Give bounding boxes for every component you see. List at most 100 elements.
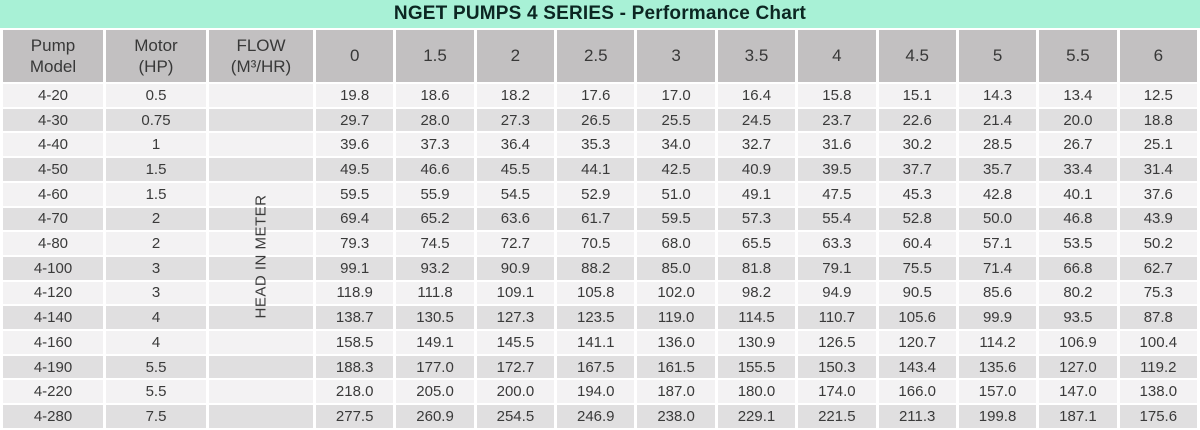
head-value-cell: 50.2	[1119, 232, 1197, 255]
head-value-cell: 44.1	[557, 158, 635, 181]
head-value-cell: 33.4	[1039, 158, 1117, 181]
head-value-cell: 141.1	[557, 331, 635, 354]
head-value-cell: 69.4	[316, 207, 394, 231]
column-header-flow-1-5: 1.5	[396, 30, 474, 82]
head-value-cell: 246.9	[557, 405, 635, 428]
head-value-cell: 147.0	[1039, 380, 1117, 404]
pump-model-cell: 4-60	[3, 182, 103, 206]
head-value-cell: 172.7	[476, 355, 555, 379]
head-value-cell: 238.0	[637, 405, 715, 428]
head-value-cell: 40.9	[717, 158, 796, 181]
head-value-cell: 180.0	[717, 380, 796, 404]
head-value-cell: 105.8	[557, 281, 635, 305]
head-value-cell: 20.0	[1039, 108, 1117, 132]
pump-model-cell: 4-190	[3, 355, 103, 379]
motor-hp-cell: 5.5	[106, 380, 206, 404]
motor-hp-cell: 2	[106, 207, 206, 231]
head-value-cell: 229.1	[717, 405, 796, 428]
head-value-cell: 155.5	[717, 355, 796, 379]
head-value-cell: 93.5	[1039, 306, 1117, 330]
head-value-cell: 17.6	[557, 84, 635, 107]
head-value-cell: 136.0	[637, 331, 715, 354]
head-value-cell: 90.5	[878, 281, 956, 305]
table-row-4-40: 4-40 1 39.6 37.3 36.4 35.3 34.0 32.7 31.6 30.2 28.…	[3, 133, 1197, 157]
flow-unit-spacer-cell	[209, 306, 313, 330]
head-value-cell: 167.5	[557, 355, 635, 379]
column-header-flow-4: 4	[798, 30, 876, 82]
head-value-cell: 40.1	[1039, 182, 1117, 206]
head-value-cell: 15.1	[878, 84, 956, 107]
head-value-cell: 99.9	[958, 306, 1037, 330]
head-value-cell: 22.6	[878, 108, 956, 132]
head-value-cell: 34.0	[637, 133, 715, 157]
head-value-cell: 65.2	[396, 207, 474, 231]
head-value-cell: 118.9	[316, 281, 394, 305]
head-value-cell: 43.9	[1119, 207, 1197, 231]
head-value-cell: 60.4	[878, 232, 956, 255]
head-value-cell: 88.2	[557, 256, 635, 280]
head-value-cell: 45.5	[476, 158, 555, 181]
head-value-cell: 57.1	[958, 232, 1037, 255]
flow-unit-spacer-cell	[209, 158, 313, 181]
head-value-cell: 145.5	[476, 331, 555, 354]
head-value-cell: 50.0	[958, 207, 1037, 231]
head-value-cell: 187.0	[637, 380, 715, 404]
head-value-cell: 143.4	[878, 355, 956, 379]
head-value-cell: 59.5	[637, 207, 715, 231]
motor-hp-cell: 4	[106, 331, 206, 354]
table-row-4-100: 4-100 3 99.1 93.2 90.9 88.2 85.0 81.8 79.1 75.5 71…	[3, 256, 1197, 280]
head-value-cell: 29.7	[316, 108, 394, 132]
head-value-cell: 114.5	[717, 306, 796, 330]
column-header-flow-3-5: 3.5	[717, 30, 796, 82]
pump-model-cell: 4-100	[3, 256, 103, 280]
head-value-cell: 39.5	[798, 158, 876, 181]
head-value-cell: 37.3	[396, 133, 474, 157]
motor-hp-cell: 5.5	[106, 355, 206, 379]
head-value-cell: 72.7	[476, 232, 555, 255]
head-value-cell: 149.1	[396, 331, 474, 354]
head-value-cell: 94.9	[798, 281, 876, 305]
table-row-4-280: 4-280 7.5 277.5 260.9 254.5 246.9 238.0 229.1 22…	[3, 405, 1197, 428]
head-value-cell: 57.3	[717, 207, 796, 231]
head-value-cell: 45.3	[878, 182, 956, 206]
head-value-cell: 46.6	[396, 158, 474, 181]
head-value-cell: 75.3	[1119, 281, 1197, 305]
head-value-cell: 211.3	[878, 405, 956, 428]
pump-model-cell: 4-20	[3, 84, 103, 107]
head-value-cell: 21.4	[958, 108, 1037, 132]
head-value-cell: 32.7	[717, 133, 796, 157]
head-value-cell: 19.8	[316, 84, 394, 107]
head-value-cell: 200.0	[476, 380, 555, 404]
pump-model-cell: 4-140	[3, 306, 103, 330]
head-value-cell: 13.4	[1039, 84, 1117, 107]
head-value-cell: 166.0	[878, 380, 956, 404]
motor-hp-cell: 1.5	[106, 158, 206, 181]
head-value-cell: 188.3	[316, 355, 394, 379]
head-value-cell: 25.5	[637, 108, 715, 132]
flow-unit-spacer-cell	[209, 84, 313, 107]
column-header-flow-5-5: 5.5	[1039, 30, 1117, 82]
head-value-cell: 130.5	[396, 306, 474, 330]
flow-unit-spacer-cell	[209, 133, 313, 157]
head-value-cell: 93.2	[396, 256, 474, 280]
pump-model-cell: 4-120	[3, 281, 103, 305]
column-header-flow-unit: FLOW (M³/HR)	[209, 30, 313, 82]
header-row: Pump Model Motor (HP) FLOW (M³/HR) 0 1.5 2 2.5 3 3.…	[3, 30, 1197, 82]
head-value-cell: 85.0	[637, 256, 715, 280]
head-value-cell: 114.2	[958, 331, 1037, 354]
flow-unit-spacer-cell	[209, 207, 313, 231]
column-header-flow-2-5: 2.5	[557, 30, 635, 82]
head-value-cell: 18.6	[396, 84, 474, 107]
pump-model-cell: 4-40	[3, 133, 103, 157]
column-header-flow-3: 3	[637, 30, 715, 82]
head-value-cell: 87.8	[1119, 306, 1197, 330]
head-value-cell: 79.1	[798, 256, 876, 280]
head-value-cell: 119.0	[637, 306, 715, 330]
column-header-flow-2: 2	[476, 30, 555, 82]
table-row-4-50: 4-50 1.5 49.5 46.6 45.5 44.1 42.5 40.9 39.5 37.7 3…	[3, 158, 1197, 181]
head-value-cell: 80.2	[1039, 281, 1117, 305]
head-value-cell: 75.5	[878, 256, 956, 280]
head-value-cell: 42.8	[958, 182, 1037, 206]
pump-model-cell: 4-160	[3, 331, 103, 354]
